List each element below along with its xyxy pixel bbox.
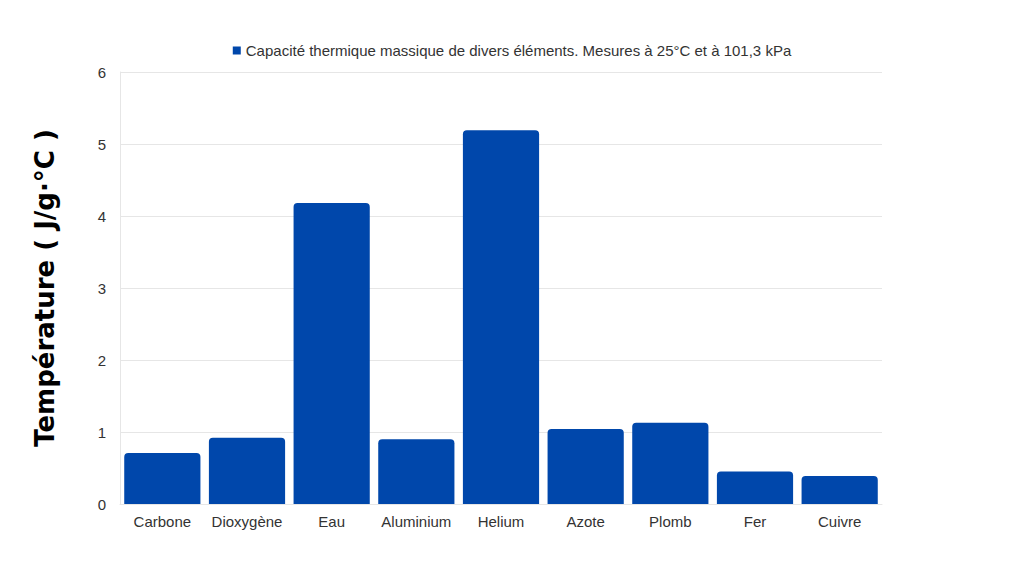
svg-text:Dioxygène: Dioxygène [212,513,283,530]
svg-text:3: 3 [98,280,106,297]
svg-text:Cuivre: Cuivre [818,513,861,530]
svg-text:1: 1 [98,424,106,441]
svg-text:5: 5 [98,136,106,153]
svg-text:Fer: Fer [744,513,767,530]
svg-text:2: 2 [98,352,106,369]
svg-text:Aluminium: Aluminium [381,513,451,530]
svg-text:Température ( J/g·°C ): Température ( J/g·°C ) [30,129,60,447]
svg-text:4: 4 [98,208,106,225]
svg-text:0: 0 [98,496,106,513]
svg-text:Carbone: Carbone [134,513,192,530]
svg-text:Azote: Azote [566,513,604,530]
svg-text:Plomb: Plomb [649,513,692,530]
svg-text:Capacité thermique massique de: Capacité thermique massique de divers él… [246,42,792,59]
svg-text:Eau: Eau [318,513,345,530]
svg-text:6: 6 [98,64,106,81]
svg-text:Helium: Helium [478,513,525,530]
